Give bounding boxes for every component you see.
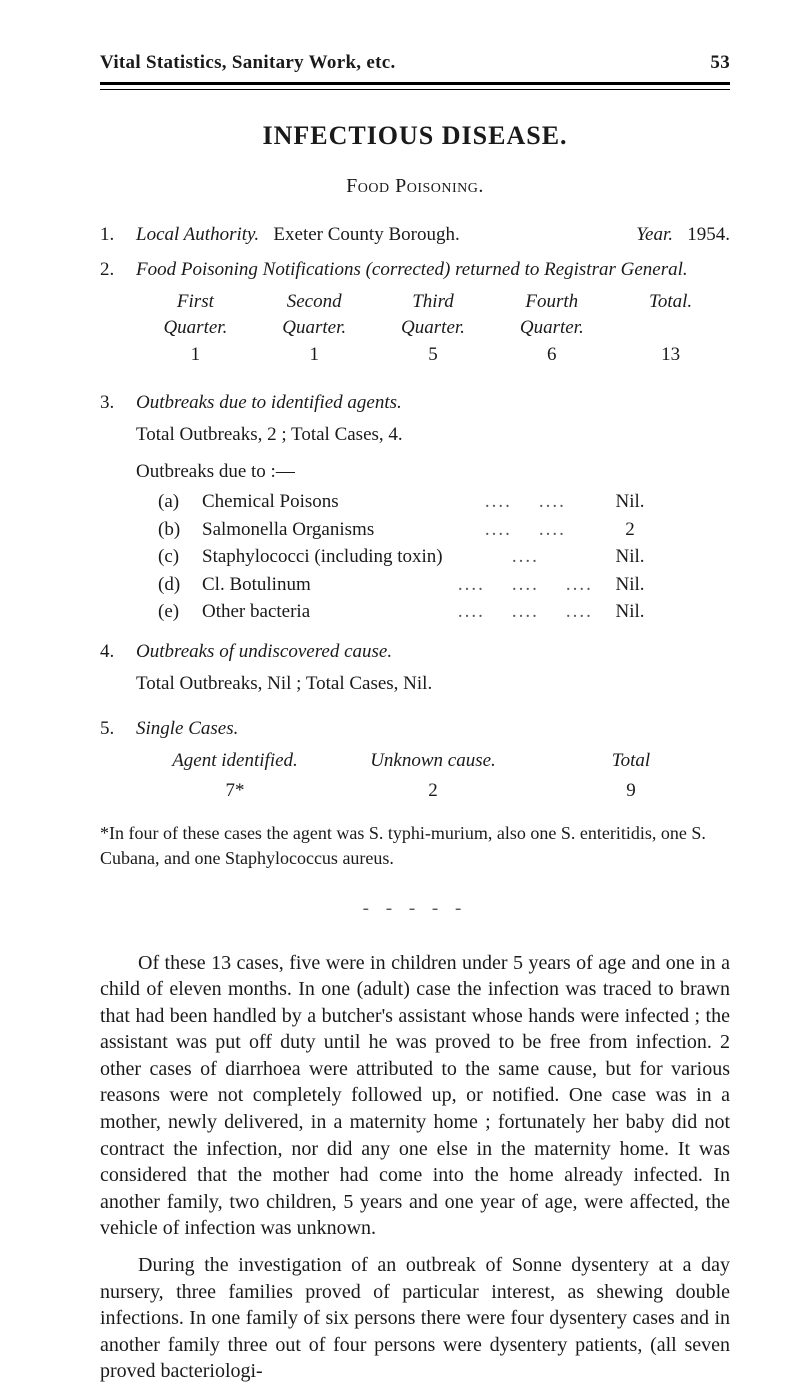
item-2-num: 2. bbox=[100, 257, 136, 283]
quarter-labels: First Quarter. Second Quarter. Third Quarte… bbox=[136, 289, 730, 340]
row-d-val: Nil. bbox=[600, 572, 660, 598]
item-5-num: 5. bbox=[100, 716, 136, 742]
row-c-label: Staphylococci (including toxin) bbox=[202, 544, 451, 570]
q2-val: 1 bbox=[255, 342, 374, 368]
rule-thin bbox=[100, 89, 730, 90]
row-b-letter: (b) bbox=[158, 517, 202, 543]
single-vals: 7* 2 9 bbox=[136, 778, 730, 804]
row-d-letter: (d) bbox=[158, 572, 202, 598]
row-a-label: Chemical Poisons bbox=[202, 489, 451, 515]
item-1: 1. Local Authority. Exeter County Boroug… bbox=[100, 222, 730, 248]
row-c-val: Nil. bbox=[600, 544, 660, 570]
item-1-left: Local Authority. Exeter County Borough. bbox=[136, 222, 460, 248]
row-d-dots: .... .... .... bbox=[451, 572, 600, 598]
row-b-label: Salmonella Organisms bbox=[202, 517, 451, 543]
item-3-head: Outbreaks due to identified agents. bbox=[136, 392, 402, 413]
sc-v3: 9 bbox=[532, 778, 730, 804]
item-1-body: Local Authority. Exeter County Borough. … bbox=[136, 222, 730, 248]
q1b: Quarter. bbox=[163, 317, 227, 338]
sc-col1: Agent identified. bbox=[136, 748, 334, 774]
row-b-val: 2 bbox=[600, 517, 660, 543]
running-head: Vital Statistics, Sanitary Work, etc. 53 bbox=[100, 50, 730, 80]
row-a-val: Nil. bbox=[600, 489, 660, 515]
item-1-year: 1954. bbox=[687, 224, 730, 245]
row-b-dots: .... .... bbox=[451, 517, 600, 543]
q2a: Second bbox=[287, 291, 342, 312]
page: Vital Statistics, Sanitary Work, etc. 53… bbox=[0, 0, 800, 1399]
rule-thick bbox=[100, 82, 730, 85]
sc-col3: Total bbox=[532, 748, 730, 774]
q1-val: 1 bbox=[136, 342, 255, 368]
q2b: Quarter. bbox=[282, 317, 346, 338]
row-d: (d) Cl. Botulinum .... .... .... Nil. bbox=[158, 572, 660, 598]
footnote: *In four of these cases the agent was S.… bbox=[100, 821, 730, 870]
qtotal-label: Total. bbox=[611, 289, 730, 340]
sc-col2: Unknown cause. bbox=[334, 748, 532, 774]
subhead: Food Poisoning. bbox=[100, 173, 730, 200]
row-a-letter: (a) bbox=[158, 489, 202, 515]
q4b: Quarter. bbox=[520, 317, 584, 338]
main-title: INFECTIOUS DISEASE. bbox=[100, 118, 730, 153]
item-4-body: Outbreaks of undiscovered cause. Total O… bbox=[136, 639, 730, 706]
item-3-total: Total Outbreaks, 2 ; Total Cases, 4. bbox=[136, 422, 730, 448]
q1a: First bbox=[177, 291, 214, 312]
page-number: 53 bbox=[710, 50, 730, 76]
qtotal-val: 13 bbox=[611, 342, 730, 368]
quarter-values: 1 1 5 6 13 bbox=[136, 342, 730, 368]
q3-label: Third Quarter. bbox=[374, 289, 493, 340]
item-4-head: Outbreaks of undiscovered cause. bbox=[136, 641, 392, 662]
item-5-body: Single Cases. Agent identified. Unknown … bbox=[136, 716, 730, 807]
single-cols: Agent identified. Unknown cause. Total bbox=[136, 748, 730, 774]
sc-v1: 7* bbox=[136, 778, 334, 804]
item-5: 5. Single Cases. Agent identified. Unkno… bbox=[100, 716, 730, 807]
item-4: 4. Outbreaks of undiscovered cause. Tota… bbox=[100, 639, 730, 706]
row-d-label: Cl. Botulinum bbox=[202, 572, 451, 598]
row-a-dots: .... .... bbox=[451, 489, 600, 515]
item-4-total: Total Outbreaks, Nil ; Total Cases, Nil. bbox=[136, 671, 730, 697]
running-title: Vital Statistics, Sanitary Work, etc. bbox=[100, 50, 396, 76]
row-e: (e) Other bacteria .... .... .... Nil. bbox=[158, 599, 660, 625]
item-1-label: Local Authority. bbox=[136, 224, 259, 245]
item-5-head: Single Cases. bbox=[136, 718, 238, 739]
item-3-num: 3. bbox=[100, 390, 136, 416]
item-3-body: Outbreaks due to identified agents. Tota… bbox=[136, 390, 730, 627]
item-2-line: Food Poisoning Notifications (corrected)… bbox=[136, 259, 688, 280]
separator: - - - - - bbox=[100, 896, 730, 922]
paragraph-1: Of these 13 cases, five were in children… bbox=[100, 950, 730, 1243]
row-e-label: Other bacteria bbox=[202, 599, 451, 625]
item-1-year-label: Year. bbox=[636, 224, 673, 245]
item-1-value: Exeter County Borough. bbox=[273, 224, 459, 245]
item-1-right: Year. 1954. bbox=[636, 222, 730, 248]
q3b: Quarter. bbox=[401, 317, 465, 338]
outbreak-list: (a) Chemical Poisons .... .... Nil. (b) … bbox=[136, 489, 730, 625]
q4-label: Fourth Quarter. bbox=[492, 289, 611, 340]
item-3: 3. Outbreaks due to identified agents. T… bbox=[100, 390, 730, 627]
q4-val: 6 bbox=[492, 342, 611, 368]
q4a: Fourth bbox=[525, 291, 578, 312]
row-c-letter: (c) bbox=[158, 544, 202, 570]
row-b: (b) Salmonella Organisms .... .... 2 bbox=[158, 517, 660, 543]
sc-v2: 2 bbox=[334, 778, 532, 804]
row-e-val: Nil. bbox=[600, 599, 660, 625]
item-1-num: 1. bbox=[100, 222, 136, 248]
item-4-num: 4. bbox=[100, 639, 136, 665]
row-e-dots: .... .... .... bbox=[451, 599, 600, 625]
paragraph-2: During the investigation of an outbreak … bbox=[100, 1252, 730, 1385]
row-c: (c) Staphylococci (including toxin) ....… bbox=[158, 544, 660, 570]
item-3-due-to: Outbreaks due to :— bbox=[136, 459, 730, 485]
item-2: 2. Food Poisoning Notifications (correct… bbox=[100, 257, 730, 380]
q2-label: Second Quarter. bbox=[255, 289, 374, 340]
item-2-body: Food Poisoning Notifications (corrected)… bbox=[136, 257, 730, 380]
q3a: Third bbox=[412, 291, 454, 312]
q3-val: 5 bbox=[374, 342, 493, 368]
row-a: (a) Chemical Poisons .... .... Nil. bbox=[158, 489, 660, 515]
q1-label: First Quarter. bbox=[136, 289, 255, 340]
row-e-letter: (e) bbox=[158, 599, 202, 625]
row-c-dots: .... bbox=[451, 544, 600, 570]
